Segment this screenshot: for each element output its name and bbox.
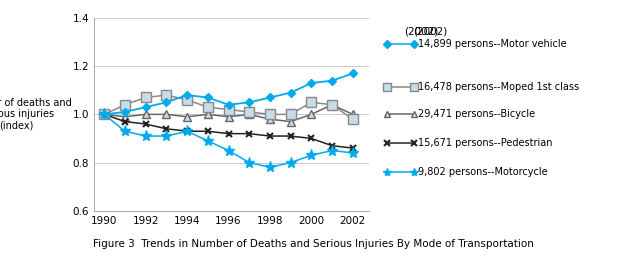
Text: 15,671 persons--Pedestrian: 15,671 persons--Pedestrian <box>418 138 553 148</box>
Text: 14,899 persons--Motor vehicle: 14,899 persons--Motor vehicle <box>418 39 567 49</box>
Text: 16,478 persons--Moped 1st class: 16,478 persons--Moped 1st class <box>418 82 580 92</box>
Text: 29,471 persons--Bicycle: 29,471 persons--Bicycle <box>418 109 535 119</box>
Text: 9,802 persons--Motorcycle: 9,802 persons--Motorcycle <box>418 167 548 177</box>
Text: (2002): (2002) <box>414 27 448 37</box>
Text: Figure 3  Trends in Number of Deaths and Serious Injuries By Mode of Transportat: Figure 3 Trends in Number of Deaths and … <box>93 239 533 249</box>
Text: (2002): (2002) <box>404 27 438 37</box>
Text: Number of deaths and
serious injuries
(index): Number of deaths and serious injuries (i… <box>0 98 71 131</box>
